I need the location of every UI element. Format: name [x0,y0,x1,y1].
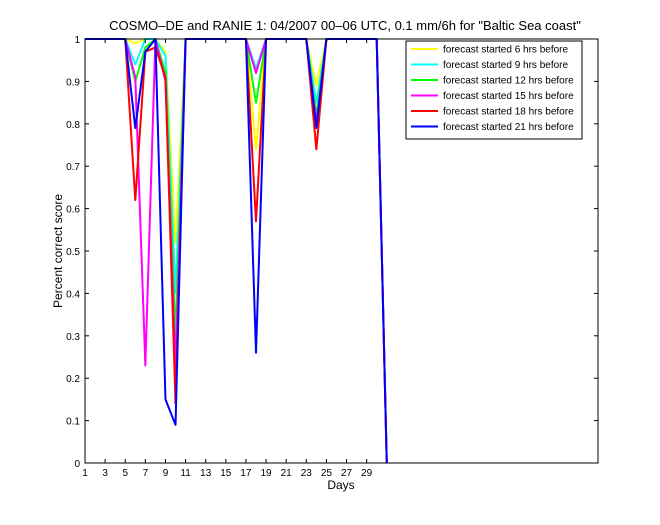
legend-label-2: forecast started 9 hrs before [443,60,569,71]
chart-title: COSMO–DE and RANIE 1: 04/2007 00–06 UTC,… [109,18,581,33]
y-tick-label: 0.1 [66,417,80,428]
x-tick-label: 9 [163,468,169,479]
legend-label-5: forecast started 18 hrs before [443,107,574,118]
x-tick-label: 5 [122,468,128,479]
y-tick-label: 0 [74,459,80,470]
x-tick-label: 13 [200,468,212,479]
x-tick-label: 11 [180,468,191,479]
x-tick-label: 7 [143,468,149,479]
x-tick-label: 29 [361,468,373,479]
y-axis-label: Percent correct score [51,194,65,308]
legend-label-1: forecast started 6 hrs before [443,45,569,56]
legend: forecast started 6 hrs before forecast st… [405,40,583,140]
x-tick-label: 1 [82,468,88,479]
x-tick-label: 3 [102,468,108,479]
x-axis-label: Days [327,478,354,492]
y-tick-label: 0.7 [66,162,80,173]
x-tick-label: 19 [260,468,272,479]
y-tick-label: 1 [74,35,80,46]
y-tick-label: 0.2 [66,374,80,385]
y-tick-label: 0.9 [66,77,80,88]
ticks-layer: 1 3 5 7 9 11 13 15 17 19 21 23 25 27 2900.10.20.30.40.… [66,35,598,479]
x-tick-label: 23 [301,468,313,479]
x-tick-label: 27 [341,468,353,479]
legend-label-3: forecast started 12 hrs before [443,76,574,87]
y-tick-label: 0.6 [66,205,80,216]
x-tick-label: 25 [321,468,333,479]
y-tick-label: 0.4 [66,289,80,300]
x-tick-label: 17 [240,468,252,479]
plot-frame [84,38,599,464]
legend-label-6: forecast started 21 hrs before [443,122,574,133]
x-tick-label: 21 [281,468,293,479]
y-tick-label: 0.5 [66,247,80,258]
x-tick-label: 15 [220,468,232,479]
y-tick-label: 0.8 [66,120,80,131]
legend-box [405,40,583,140]
legend-label-4: forecast started 15 hrs before [443,91,574,102]
y-tick-label: 0.3 [66,332,80,343]
